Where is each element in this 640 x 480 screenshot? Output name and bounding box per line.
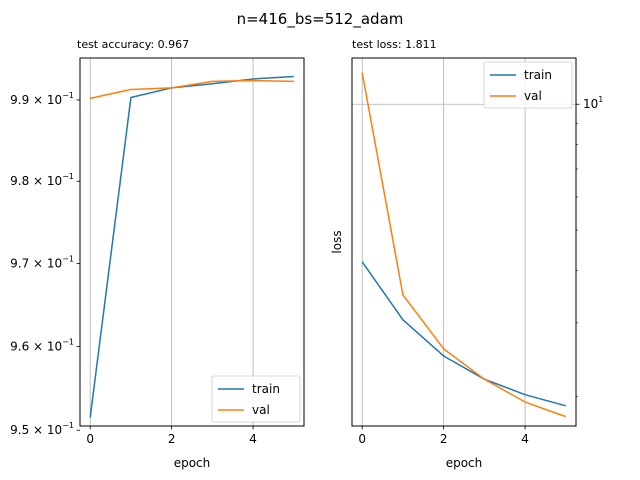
loss-x-tick-label: 4 [521,432,529,446]
accuracy-x-tick-label: 4 [249,432,257,446]
loss-y-axis-label: loss [330,230,344,253]
accuracy-legend-train-label: train [252,382,280,396]
accuracy-grid [89,58,254,426]
accuracy-y-tick-label: 9.9 × 10−1 [10,91,74,107]
loss-x-tick-label: 0 [358,432,366,446]
accuracy-axes-frame [79,57,305,427]
loss-x-axis-label: epoch [446,456,483,470]
loss-y-ticks: 101 [576,95,603,111]
loss-legend: train val [483,61,573,109]
loss-subplot-title: test loss: 1.811 [352,38,437,51]
accuracy-x-tick-label: 2 [168,432,176,446]
loss-lines [361,72,567,418]
loss-legend-val-label: val [524,89,542,103]
loss-axes-frame [351,57,577,427]
loss-y-minor-ticks [576,123,578,397]
accuracy-y-tick-label: 9.5 × 10−1 [10,421,74,437]
accuracy-x-axis-label: epoch [174,456,211,470]
accuracy-legend-val-label: val [252,403,270,417]
loss-subplot: test loss: 1.811 0 2 4 101 epoch loss trai… [330,38,603,470]
accuracy-x-tick-label: 0 [86,432,94,446]
loss-legend-train-label: train [524,68,552,82]
loss-val-line [361,72,567,418]
accuracy-x-ticks: 0 2 4 [86,426,257,446]
accuracy-legend: train val [211,375,301,423]
accuracy-lines [89,75,294,418]
loss-x-tick-label: 2 [440,432,448,446]
loss-x-ticks: 0 2 4 [358,426,529,446]
figure-suptitle: n=416_bs=512_adam [237,10,404,29]
accuracy-train-line [89,75,294,418]
accuracy-subplot: test accuracy: 0.967 0 2 4 9.5 × 10−1 9.6 ×… [10,38,305,470]
accuracy-y-ticks: 9.5 × 10−1 9.6 × 10−1 9.7 × 10−1 9.8 × 10−1… [10,91,80,437]
accuracy-y-tick-label: 9.6 × 10−1 [10,337,74,353]
accuracy-subplot-title: test accuracy: 0.967 [77,38,189,51]
accuracy-y-tick-label: 9.8 × 10−1 [10,172,74,188]
loss-y-tick-label: 101 [583,95,603,111]
accuracy-y-tick-label: 9.7 × 10−1 [10,254,74,270]
accuracy-val-line [90,79,294,100]
loss-train-line [361,261,567,407]
